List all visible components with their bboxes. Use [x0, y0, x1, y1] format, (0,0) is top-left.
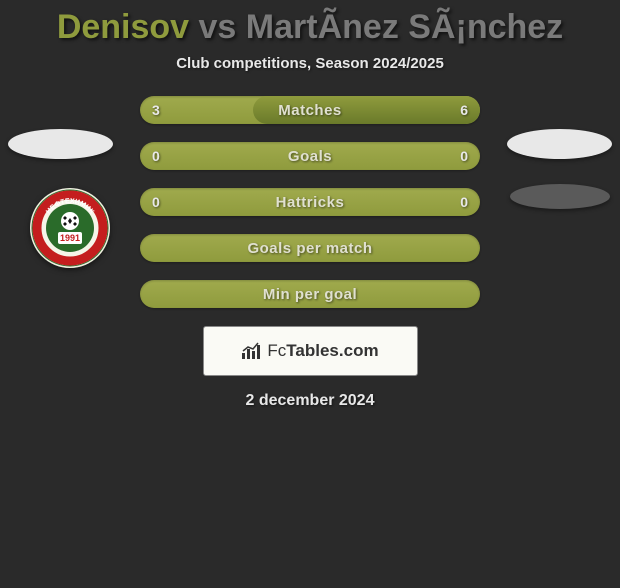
brand-text: FcTables.com: [267, 341, 378, 361]
stat-bar-label: Matches: [278, 102, 342, 119]
vs-connector: vs: [189, 8, 246, 46]
brand-suffix: Tables.com: [286, 341, 378, 360]
stat-bar-label: Goals: [288, 148, 332, 165]
player1-photo-placeholder: [8, 129, 113, 159]
stat-bar-label: Hattricks: [276, 194, 345, 211]
subtitle: Club competitions, Season 2024/2025: [0, 55, 620, 72]
stat-bar: Goals per match: [140, 234, 480, 262]
stat-bar: Hattricks 0 0: [140, 188, 480, 216]
chart-icon: [241, 342, 263, 360]
badge-year: 1991: [60, 233, 80, 243]
footer-date: 2 december 2024: [0, 392, 620, 410]
player2-name: MartÃ­nez SÃ¡nchez: [246, 8, 563, 46]
player2-photo-placeholder: [507, 129, 612, 159]
player2-club-placeholder: [510, 184, 610, 209]
stat-bar-label: Min per goal: [263, 286, 357, 303]
stat-bar-label: Goals per match: [247, 240, 372, 257]
brand-box: FcTables.com: [203, 326, 418, 376]
stat-bar-left-value: 0: [152, 148, 160, 164]
stat-bar-right-value: 0: [460, 148, 468, 164]
stat-bar-left-value: 3: [152, 102, 160, 118]
stat-bar-left-value: 0: [152, 194, 160, 210]
player1-name: Denisov: [57, 8, 189, 46]
stat-bar-right-value: 0: [460, 194, 468, 210]
comparison-bars: Matches 3 6 Goals 0 0 Hattricks 0 0 Goals per mat…: [140, 96, 480, 308]
player1-club-badge: НЕФТЕХИМИК 1991: [30, 188, 110, 268]
stat-bar: Matches 3 6: [140, 96, 480, 124]
stat-bar: Goals 0 0: [140, 142, 480, 170]
stat-bar: Min per goal: [140, 280, 480, 308]
brand-prefix: Fc: [267, 341, 286, 360]
page-title: Denisov vs MartÃ­nez SÃ¡nchez: [0, 8, 620, 47]
stat-bar-right-value: 6: [460, 102, 468, 118]
